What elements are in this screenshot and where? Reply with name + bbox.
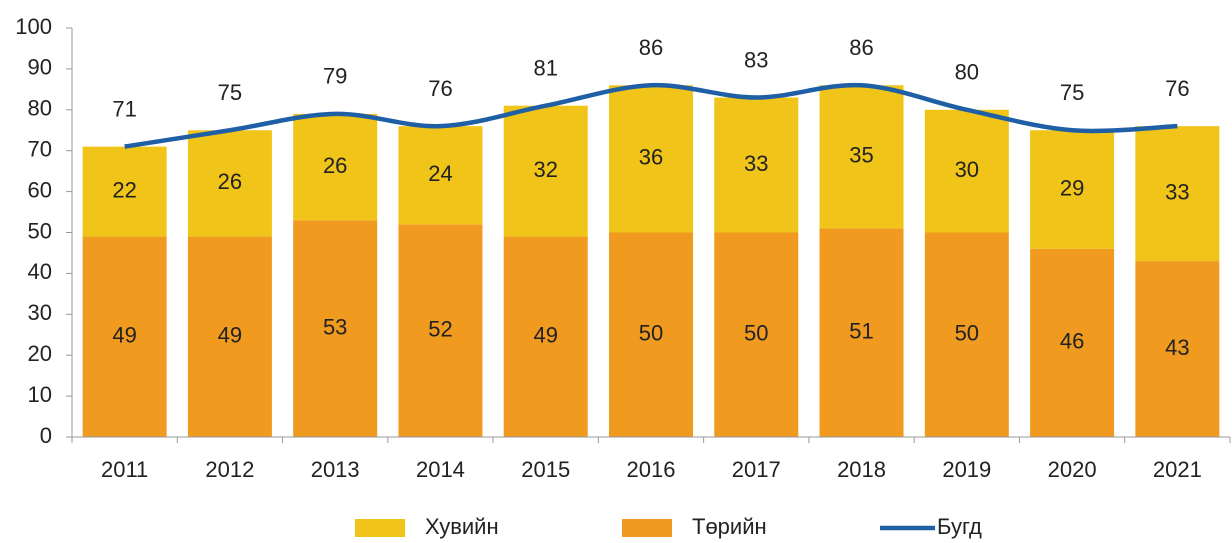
bar-segment — [187, 236, 272, 437]
value-label: 50 — [744, 321, 768, 346]
bar-segment — [187, 130, 272, 237]
line-value-label: 76 — [1165, 76, 1189, 101]
bar-segment — [609, 232, 693, 437]
value-label: 49 — [112, 323, 136, 348]
x-tick-label: 2020 — [1048, 457, 1097, 482]
x-tick-label: 2021 — [1153, 457, 1202, 482]
value-label: 33 — [1165, 179, 1189, 204]
bar-segment — [82, 236, 167, 437]
legend-label: Төрийн — [692, 514, 767, 539]
y-tick-label: 40 — [28, 259, 52, 284]
y-tick-label: 90 — [28, 55, 52, 80]
bar-segment — [503, 236, 588, 437]
bar-segment — [503, 105, 588, 237]
value-label: 33 — [744, 151, 768, 176]
bar-segment — [398, 224, 483, 437]
line-value-label: 75 — [218, 80, 242, 105]
bar-segment — [1135, 261, 1220, 437]
value-label: 29 — [1060, 175, 1084, 200]
line-value-label: 83 — [744, 47, 768, 72]
line-value-label: 71 — [112, 96, 136, 121]
y-tick-label: 60 — [28, 177, 52, 202]
y-tick-label: 100 — [15, 14, 52, 39]
bar-segment — [293, 113, 378, 221]
value-label: 50 — [639, 321, 663, 346]
bar-segment — [714, 232, 799, 437]
value-label: 49 — [218, 323, 242, 348]
value-label: 50 — [955, 321, 979, 346]
line-value-label: 81 — [533, 56, 557, 81]
x-tick-label: 2016 — [627, 457, 676, 482]
value-label: 30 — [955, 157, 979, 182]
x-tick-label: 2015 — [521, 457, 570, 482]
value-label: 46 — [1060, 329, 1084, 354]
legend-label: Бугд — [937, 514, 982, 539]
x-tick-label: 2014 — [416, 457, 465, 482]
legend-label: Хувийн — [425, 514, 499, 539]
line-value-label: 79 — [323, 64, 347, 89]
value-label: 26 — [218, 169, 242, 194]
bar-segment — [609, 85, 693, 233]
y-tick-label: 30 — [28, 300, 52, 325]
value-label: 52 — [428, 316, 452, 341]
bar-segment — [1030, 130, 1115, 249]
value-label: 32 — [533, 157, 557, 182]
bar-segment — [1135, 126, 1220, 262]
y-tick-label: 0 — [40, 423, 52, 448]
line-value-label: 86 — [639, 35, 663, 60]
value-label: 36 — [639, 145, 663, 170]
value-label: 43 — [1165, 335, 1189, 360]
value-label: 22 — [112, 177, 136, 202]
x-tick-label: 2019 — [942, 457, 991, 482]
value-label: 26 — [323, 153, 347, 178]
line-value-label: 80 — [955, 60, 979, 85]
bar-segment — [819, 228, 904, 437]
value-label: 35 — [849, 143, 873, 168]
value-label: 53 — [323, 314, 347, 339]
bar-segment — [398, 126, 483, 225]
line-value-label: 76 — [428, 76, 452, 101]
x-tick-label: 2012 — [205, 457, 254, 482]
line-value-label: 75 — [1060, 80, 1084, 105]
x-tick-label: 2018 — [837, 457, 886, 482]
value-label: 49 — [533, 323, 557, 348]
value-label: 24 — [428, 161, 452, 186]
bar-segment — [819, 85, 904, 229]
value-label: 51 — [849, 319, 873, 344]
x-tick-label: 2017 — [732, 457, 781, 482]
bar-segment — [924, 109, 1009, 233]
legend-swatch — [355, 519, 405, 537]
bar-segment — [293, 220, 378, 437]
x-tick-label: 2011 — [101, 457, 148, 482]
line — [124, 82, 1178, 149]
legend-swatch — [622, 519, 672, 537]
bar-segment — [714, 97, 799, 233]
y-tick-label: 20 — [28, 341, 52, 366]
y-tick-label: 50 — [28, 218, 52, 243]
bar-segment — [82, 146, 167, 237]
y-tick-label: 80 — [28, 96, 52, 121]
x-tick-label: 2013 — [311, 457, 360, 482]
line-value-label: 86 — [849, 35, 873, 60]
bar-segment — [1030, 248, 1115, 437]
y-tick-label: 10 — [28, 382, 52, 407]
bar-segment — [924, 232, 1009, 437]
y-tick-label: 70 — [28, 137, 52, 162]
